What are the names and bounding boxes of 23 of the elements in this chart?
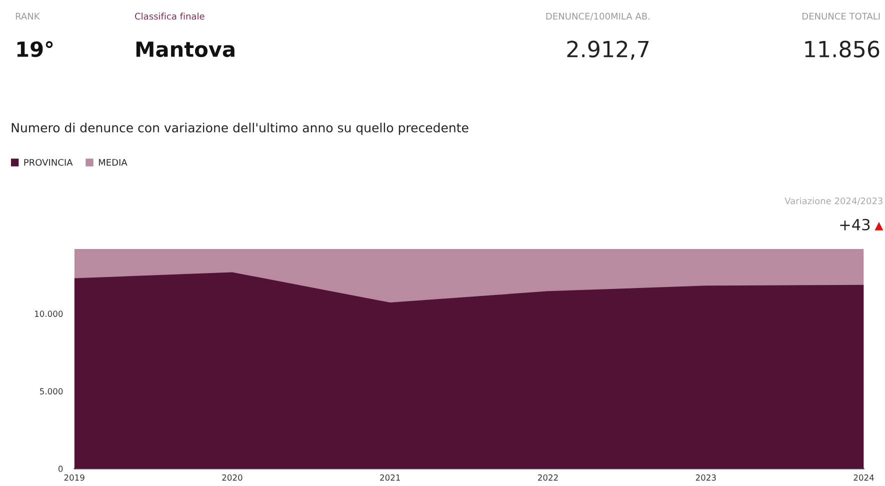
- text: DENUNCE/100MILA AB.: [546, 12, 650, 20]
- text: 11.856: [805, 40, 880, 58]
- text: Mantova: [136, 42, 234, 58]
- x-tick-label: 2021: [380, 474, 400, 481]
- x-tick-label: 2019: [64, 474, 84, 481]
- text: RANK: [16, 12, 40, 20]
- text: 2.912,7: [567, 40, 649, 60]
- x-tick-label: 2020: [222, 474, 242, 481]
- y-tick-label: 0: [58, 466, 63, 472]
- text: ▲: [874, 222, 884, 230]
- text: Variazione 2024/2023: [784, 197, 883, 206]
- chart-title: Numero di denunce con variazione dell'ultimo anno su quello precedente: [12, 122, 468, 135]
- text: DENUNCE TOTALI: [802, 12, 880, 20]
- x-tick-label: 2024: [854, 474, 874, 481]
- x-tick-label: 2023: [696, 474, 716, 481]
- text: +43: [840, 218, 870, 230]
- x-tick-label: 2022: [538, 474, 558, 481]
- y-tick-label: 5.000: [40, 388, 63, 394]
- text: Classifica finale: [135, 12, 204, 20]
- text: 19°: [17, 41, 53, 58]
- legend-label: PROVINCIA: [24, 158, 73, 166]
- legend-label: MEDIA: [98, 159, 128, 166]
- y-tick-label: 10.000: [34, 310, 63, 317]
